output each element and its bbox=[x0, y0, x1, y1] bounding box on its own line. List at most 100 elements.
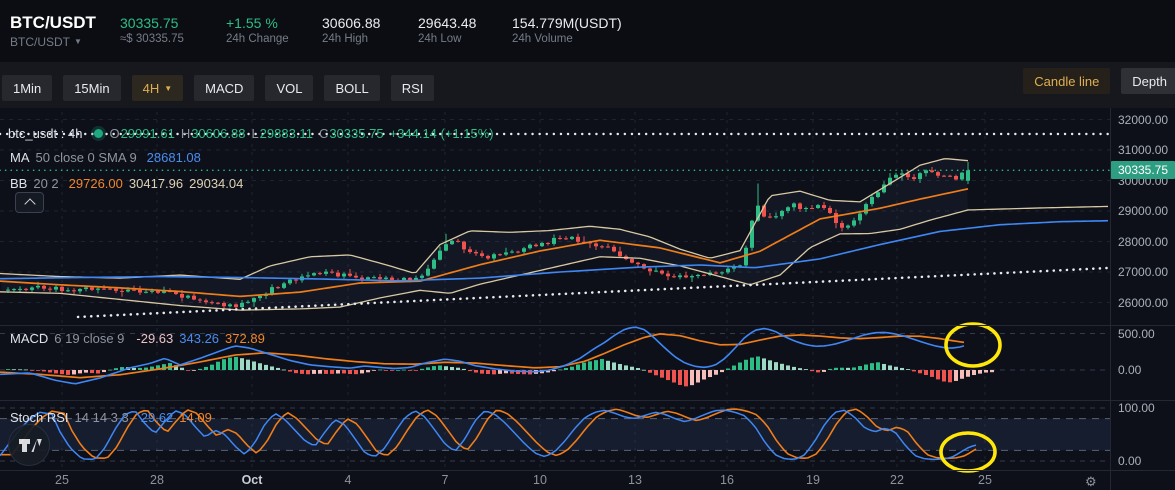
candle-body bbox=[102, 288, 106, 290]
macd-hist-bar bbox=[240, 358, 244, 370]
macd-hist-bar bbox=[390, 370, 394, 371]
macd-hist-bar bbox=[972, 370, 976, 376]
macd-hist-bar bbox=[510, 370, 514, 374]
indicator-rsi-button[interactable]: RSI bbox=[390, 75, 435, 101]
candle-body bbox=[918, 173, 922, 180]
candle-body bbox=[846, 225, 850, 228]
price-axis-label: 31000.00 bbox=[1118, 143, 1169, 157]
chart-canvas[interactable] bbox=[0, 108, 1175, 490]
symbol-title: BTC/USDT bbox=[10, 12, 96, 32]
candle-body bbox=[510, 251, 514, 253]
macd-hist-bar bbox=[978, 370, 982, 374]
candle-body bbox=[42, 285, 46, 289]
macd-hist-bar bbox=[354, 370, 358, 375]
candle-body bbox=[768, 216, 772, 218]
macd-hist-bar bbox=[438, 365, 442, 370]
time-axis[interactable]: 25 28 Oct 4 7 10 13 16 19 22 25 bbox=[0, 470, 1110, 490]
macd-signal-line bbox=[0, 333, 965, 379]
candle-body bbox=[648, 268, 652, 272]
candle-body bbox=[600, 246, 604, 248]
candle-body bbox=[636, 262, 640, 265]
macd-hist-bar bbox=[636, 368, 640, 370]
candle-body bbox=[630, 259, 634, 263]
candle-body bbox=[534, 244, 538, 247]
candle-body bbox=[390, 277, 394, 280]
highlight-circle-annotation bbox=[944, 322, 1002, 368]
candle-body bbox=[486, 255, 490, 259]
candle-body bbox=[816, 205, 820, 208]
candle-body bbox=[210, 302, 214, 304]
price-axis-label: 32000.00 bbox=[1118, 112, 1169, 127]
macd-hist-bar bbox=[60, 370, 64, 375]
macd-hist-bar bbox=[762, 358, 766, 370]
macd-hist-bar bbox=[492, 370, 496, 375]
candle-body bbox=[696, 274, 700, 277]
macd-hist-bar bbox=[300, 370, 304, 374]
candle-body bbox=[444, 244, 448, 251]
macd-hist-bar bbox=[720, 370, 724, 373]
timeframe-1min-button[interactable]: 1Min bbox=[2, 75, 53, 101]
macd-hist-bar bbox=[246, 359, 250, 370]
depth-button[interactable]: Depth bbox=[1121, 68, 1175, 94]
macd-hist-bar bbox=[132, 367, 136, 370]
candle-body bbox=[900, 173, 904, 175]
candle-body bbox=[906, 173, 910, 178]
gear-icon[interactable]: ⚙ bbox=[1085, 474, 1097, 489]
low-24h-label: 24h Low bbox=[418, 33, 462, 46]
macd-hist-bar bbox=[678, 370, 682, 385]
macd-hist-bar bbox=[798, 368, 802, 370]
macd-hist-bar bbox=[948, 370, 952, 383]
candle-line-button[interactable]: Candle line bbox=[1023, 68, 1111, 94]
candle-body bbox=[558, 237, 562, 239]
macd-hist-bar bbox=[894, 366, 898, 370]
macd-hist-bar bbox=[840, 367, 844, 370]
macd-hist-bar bbox=[234, 356, 238, 370]
candle-body bbox=[426, 268, 430, 276]
timeframe-4h-button[interactable]: 4H ▼ bbox=[131, 75, 184, 101]
macd-hist-bar bbox=[588, 361, 592, 370]
candle-body bbox=[270, 287, 274, 294]
macd-hist-bar bbox=[732, 365, 736, 370]
candle-body bbox=[402, 277, 406, 281]
indicator-vol-button[interactable]: VOL bbox=[265, 75, 314, 101]
chart-toolbar: 1Min 15Min 4H ▼ MACD VOL BOLL RSI bbox=[0, 62, 1175, 108]
tradingview-logo[interactable] bbox=[7, 423, 51, 467]
candle-body bbox=[276, 287, 280, 289]
indicator-macd-button[interactable]: MACD bbox=[194, 75, 255, 101]
candle-body bbox=[378, 277, 382, 279]
collapse-legend-button[interactable] bbox=[15, 192, 44, 213]
price-axis[interactable]: 32000.00 31000.00 30000.00 29000.00 28000.00… bbox=[1112, 108, 1175, 470]
ma50-line bbox=[0, 219, 1109, 282]
candle-body bbox=[882, 184, 886, 193]
macd-hist-bar bbox=[654, 370, 658, 376]
macd-hist-bar bbox=[84, 370, 88, 373]
macd-hist-bar bbox=[726, 368, 730, 370]
macd-hist-bar bbox=[462, 368, 466, 370]
stoch-axis-label: 0.00 bbox=[1118, 454, 1142, 468]
candle-body bbox=[516, 251, 520, 253]
candle-body bbox=[150, 290, 154, 292]
macd-hist-bar bbox=[336, 370, 340, 374]
symbol-selector[interactable]: BTC/USDT ▼ bbox=[10, 35, 106, 49]
macd-hist-bar bbox=[924, 370, 928, 376]
macd-hist-bar bbox=[684, 370, 688, 387]
indicator-boll-button[interactable]: BOLL bbox=[324, 75, 380, 101]
macd-hist-bar bbox=[258, 363, 262, 370]
macd-hist-bar bbox=[930, 370, 934, 377]
candle-body bbox=[312, 273, 316, 276]
time-axis-label: 28 bbox=[150, 473, 164, 487]
macd-line bbox=[0, 326, 965, 385]
candle-body bbox=[282, 283, 286, 288]
bb-mid-line bbox=[0, 188, 969, 298]
timeframe-15min-button[interactable]: 15Min bbox=[63, 75, 121, 101]
candle-body bbox=[894, 174, 898, 178]
candle-body bbox=[144, 291, 148, 293]
timeframe-4h-label: 4H bbox=[142, 80, 160, 96]
macd-hist-bar bbox=[408, 370, 412, 371]
macd-hist-bar bbox=[468, 370, 472, 372]
time-axis-label: 22 bbox=[890, 473, 904, 487]
candle-body bbox=[480, 253, 484, 256]
macd-hist-bar bbox=[672, 370, 676, 383]
macd-hist-bar bbox=[936, 370, 940, 380]
trendline-dotted bbox=[76, 266, 1110, 319]
